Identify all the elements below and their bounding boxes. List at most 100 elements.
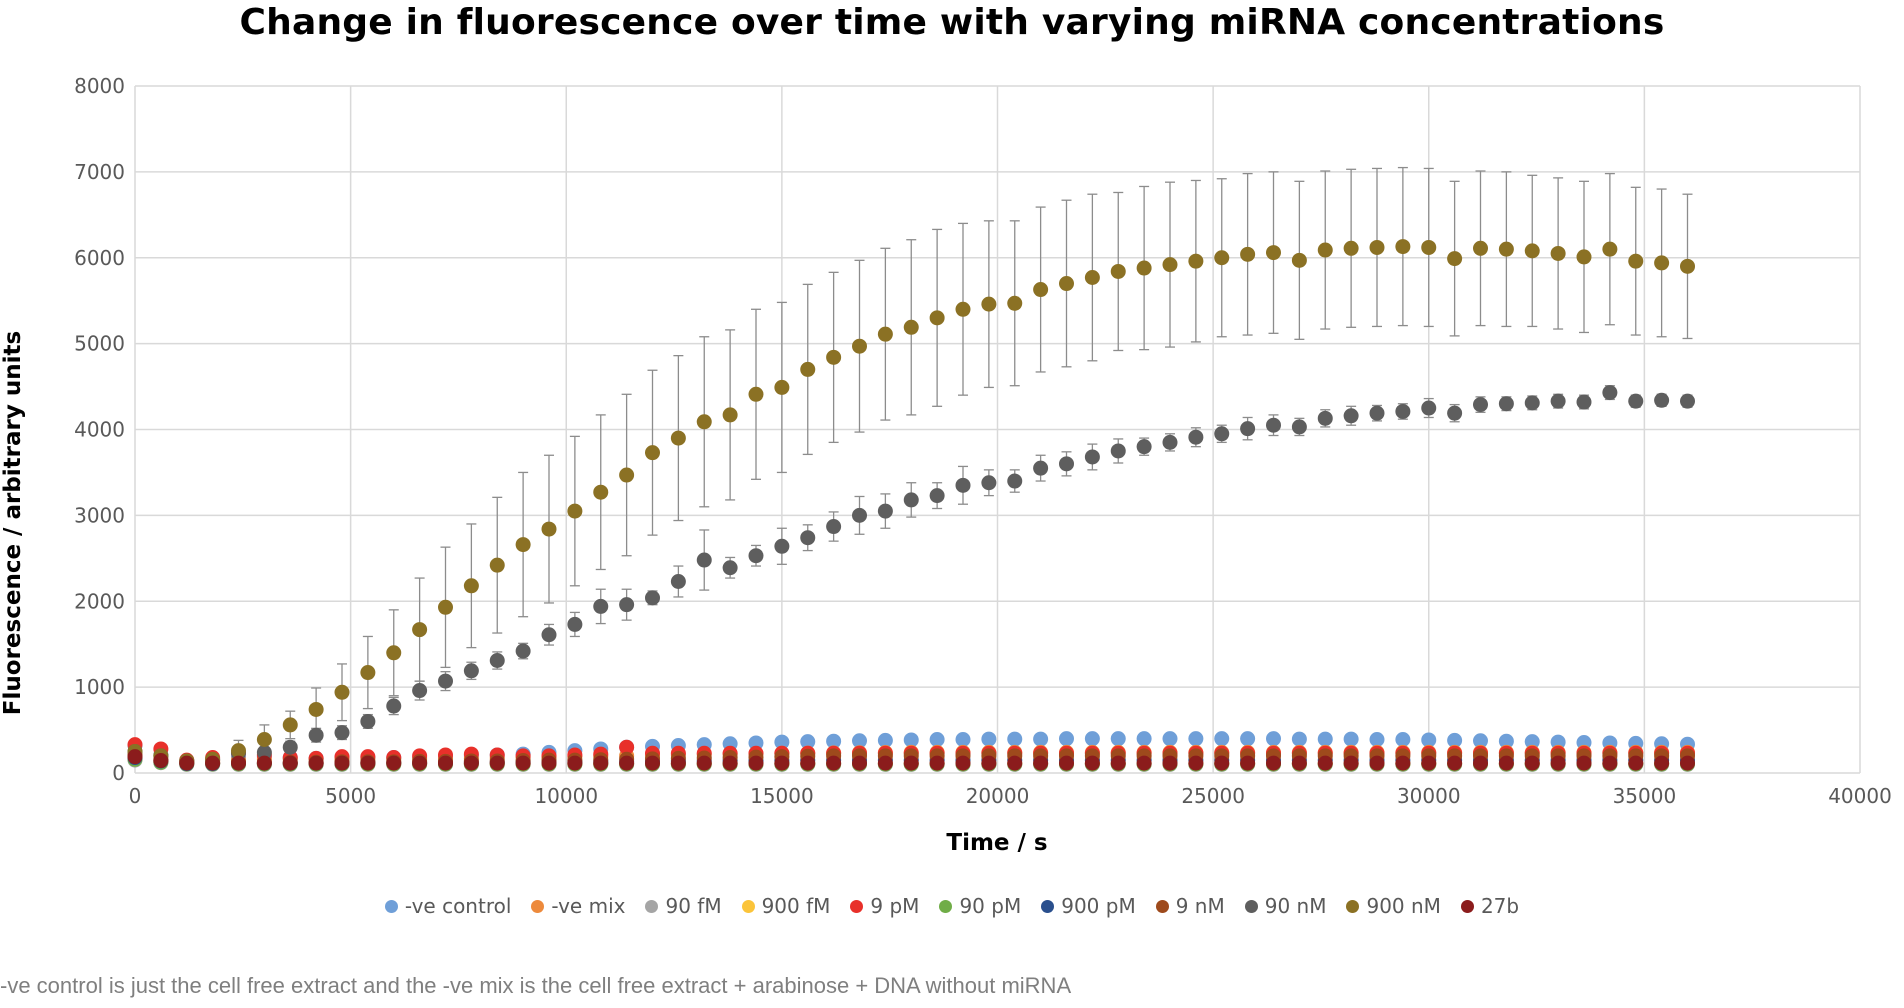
data-point	[1654, 755, 1670, 771]
legend-label: 90 fM	[665, 894, 722, 918]
data-point	[1240, 421, 1256, 437]
data-point	[334, 684, 350, 700]
legend-item: -ve control	[384, 894, 512, 918]
data-point	[179, 755, 195, 771]
legend-item: -ve mix	[531, 894, 625, 918]
x-tick-label: 5000	[325, 784, 376, 808]
data-point	[515, 755, 531, 771]
data-point	[1266, 731, 1281, 747]
data-point	[877, 755, 893, 771]
legend-label: 27b	[1480, 894, 1520, 918]
y-tick-label: 1000	[74, 675, 125, 699]
legend-item: 9 nM	[1155, 894, 1225, 918]
data-point	[1136, 439, 1152, 455]
data-point	[1343, 240, 1359, 256]
data-point	[903, 319, 919, 335]
y-tick-label: 5000	[74, 332, 125, 356]
data-point	[1498, 733, 1514, 749]
data-point	[256, 755, 272, 771]
data-point	[593, 598, 609, 614]
data-point	[1395, 239, 1411, 255]
y-axis-ticks: 0 1000 2000 3000 4000 5000 6000 7000 8000	[74, 74, 125, 785]
data-point	[981, 296, 997, 312]
legend-swatch	[531, 899, 545, 913]
data-point	[1162, 755, 1178, 771]
data-point	[386, 755, 402, 771]
data-point	[1395, 755, 1411, 771]
data-point	[1214, 755, 1230, 771]
data-point	[903, 755, 919, 771]
data-point	[1343, 408, 1359, 424]
data-point	[1602, 241, 1618, 257]
data-point	[1110, 731, 1126, 747]
legend-item: 27b	[1460, 894, 1520, 918]
data-point	[1395, 732, 1411, 748]
legend-label: -ve mix	[551, 894, 626, 918]
data-point	[748, 735, 764, 751]
data-point	[1084, 755, 1100, 771]
y-tick-label: 2000	[74, 589, 125, 613]
x-tick-label: 15000	[750, 784, 814, 808]
y-tick-label: 7000	[74, 160, 125, 184]
data-point	[1240, 731, 1256, 747]
data-point	[1369, 239, 1385, 255]
data-point	[1110, 755, 1126, 771]
data-point	[231, 755, 246, 771]
data-point	[1240, 246, 1256, 262]
data-point	[852, 507, 867, 523]
data-point	[1628, 755, 1644, 771]
data-point	[256, 732, 272, 748]
data-point	[1421, 732, 1437, 748]
data-point	[1550, 734, 1566, 750]
data-point	[955, 301, 971, 317]
data-point	[929, 488, 945, 504]
data-point	[1576, 755, 1592, 771]
data-point	[1602, 755, 1618, 771]
data-point	[360, 665, 376, 681]
data-point	[619, 467, 635, 483]
data-point	[877, 326, 893, 342]
data-point	[1136, 755, 1152, 771]
data-point	[334, 725, 350, 741]
data-point	[1576, 394, 1592, 410]
data-point	[1033, 460, 1049, 476]
data-point	[1498, 755, 1514, 771]
data-point	[1550, 755, 1566, 771]
data-point	[282, 717, 298, 733]
data-point	[1317, 410, 1333, 426]
data-point	[826, 733, 842, 749]
x-tick-label: 10000	[534, 784, 598, 808]
data-point	[1266, 755, 1281, 771]
legend-item: 900 nM	[1346, 894, 1441, 918]
data-point	[1214, 250, 1230, 266]
data-point	[826, 349, 842, 365]
data-point	[696, 552, 712, 568]
data-point	[1188, 731, 1204, 747]
data-point	[670, 573, 686, 589]
data-point	[1059, 731, 1074, 747]
data-point	[852, 755, 867, 771]
data-point	[645, 445, 660, 461]
data-point	[1162, 731, 1178, 747]
data-point	[981, 755, 997, 771]
data-point	[515, 643, 531, 659]
data-point	[567, 503, 583, 519]
data-point	[800, 734, 816, 750]
legend-label: -ve control	[404, 894, 512, 918]
data-point	[1421, 239, 1437, 255]
data-point	[1110, 443, 1126, 459]
data-point	[1317, 242, 1333, 258]
data-point	[1162, 257, 1178, 273]
y-tick-label: 6000	[74, 246, 125, 270]
data-point	[955, 477, 971, 493]
y-tick-label: 3000	[74, 503, 125, 527]
data-point	[1059, 456, 1074, 472]
data-point	[412, 755, 428, 771]
data-point	[1524, 243, 1540, 259]
data-point	[127, 749, 143, 765]
data-point	[1576, 249, 1592, 265]
data-point	[282, 739, 298, 755]
data-point	[360, 713, 376, 729]
data-point	[1084, 270, 1100, 286]
legend-swatch	[645, 899, 659, 913]
